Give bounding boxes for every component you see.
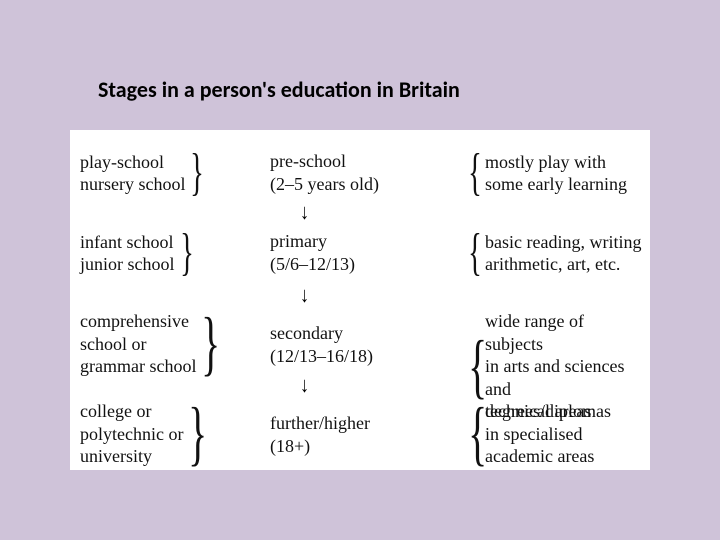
brace-left-icon: { [468,150,476,197]
row-description: { mostly play withsome early learning [465,150,645,197]
row-institutions: play-schoolnursery school } [80,150,235,197]
description-text: basic reading, writingarithmetic, art, e… [485,231,641,276]
row-stage: primary(5/6–12/13) [270,230,425,275]
brace-right-icon: } [202,311,210,376]
brace-left-icon: { [468,334,476,399]
description-text: mostly play withsome early learning [485,151,627,196]
stage-text: primary(5/6–12/13) [270,230,355,275]
arrow-down-icon: ↓ [300,373,309,398]
institutions-text: comprehensiveschool orgrammar school [80,310,196,378]
diagram-panel: play-schoolnursery school } pre-school(2… [70,130,650,470]
stage-text: further/higher(18+) [270,412,370,457]
arrow-down-icon: ↓ [300,283,309,308]
row-description: { degrees/diplomasin specialisedacademic… [465,400,645,468]
description-text: degrees/diplomasin specialisedacademic a… [485,400,611,468]
row-stage: further/higher(18+) [270,412,425,457]
stage-text: pre-school(2–5 years old) [270,150,379,195]
row-institutions: college orpolytechnic oruniversity } [80,400,235,468]
brace-right-icon: } [189,401,197,466]
brace-left-icon: { [468,401,476,466]
row-institutions: comprehensiveschool orgrammar school } [80,310,235,378]
institutions-text: play-schoolnursery school [80,151,185,196]
institutions-text: college orpolytechnic oruniversity [80,400,183,468]
brace-right-icon: } [180,230,188,277]
brace-right-icon: } [191,150,199,197]
row-description: { basic reading, writingarithmetic, art,… [465,230,645,277]
row-stage: pre-school(2–5 years old) [270,150,425,195]
page-title: Stages in a person's education in Britai… [98,76,460,103]
arrow-down-icon: ↓ [300,200,309,225]
row-institutions: infant schooljunior school } [80,230,235,277]
row-stage: secondary(12/13–16/18) [270,322,425,367]
stage-text: secondary(12/13–16/18) [270,322,373,367]
brace-left-icon: { [468,230,476,277]
institutions-text: infant schooljunior school [80,231,175,276]
